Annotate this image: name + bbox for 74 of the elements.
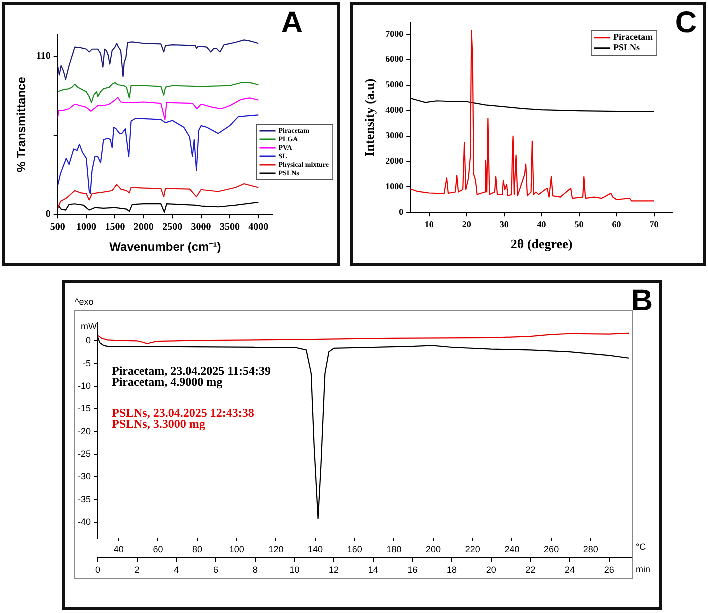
x-tick-label: 2500 — [162, 222, 183, 234]
x-tick-label: 4 — [174, 565, 180, 576]
y-tick-label: -15 — [78, 404, 92, 414]
x-tick-label: 16 — [408, 565, 418, 576]
x2-tick-label: 220 — [465, 544, 480, 554]
x-tick-label: 20 — [486, 565, 496, 576]
x2-tick-label: 280 — [583, 544, 598, 554]
chart-title: B — [631, 284, 653, 318]
x-tick-label: 40 — [537, 219, 547, 230]
y-tick-label: 0 — [86, 336, 92, 346]
x2-tick-label: 100 — [229, 544, 244, 554]
x-axis-title: Wavenumber (cm⁻¹) — [110, 240, 222, 254]
x-tick-label: 12 — [329, 565, 340, 576]
y-tick-label: 6000 — [386, 54, 404, 64]
x-tick-label: 24 — [565, 565, 576, 576]
x-tick-label: 14 — [368, 565, 378, 576]
chart-title: A — [281, 6, 303, 40]
x-axis-title: min — [636, 564, 651, 575]
chart-title: C — [675, 6, 697, 40]
y-axis-title: % Transmittance — [14, 76, 29, 172]
x-tick-label: 8 — [252, 565, 258, 576]
y-tick-label: -35 — [78, 494, 92, 504]
x-tick-label: 18 — [447, 565, 458, 576]
x-tick-label: 50 — [574, 219, 584, 230]
x-tick-label: 4000 — [248, 222, 269, 234]
y-tick-label: 5000 — [386, 80, 404, 90]
x-axis-title: 2θ (degree) — [510, 236, 573, 252]
x2-tick-label: 160 — [347, 544, 362, 554]
x-tick-label: 2000 — [134, 222, 154, 234]
text: ^exo — [75, 296, 94, 307]
x2-tick-label: 80 — [192, 544, 203, 554]
x2-tick-label: 240 — [504, 544, 520, 554]
x2-tick-label: 200 — [426, 544, 442, 554]
x2-axis-title: °C — [636, 542, 647, 552]
text: PSLNs, 23.04.2025 12:43:38 PSLNs, 3.3000 mg — [112, 406, 254, 432]
x-tick-label: 500 — [50, 222, 66, 234]
y-tick-label: 1000 — [386, 181, 404, 192]
x-tick-label: 0 — [96, 565, 101, 576]
x-tick-label: 30 — [500, 219, 510, 230]
x-tick-label: 1500 — [105, 222, 126, 234]
series-label: Piracetam, 23.04.2025 11:54:39 Piracetam, 4.9000 mg — [112, 364, 271, 390]
y-tick-label: 110 — [36, 51, 51, 62]
y-tick-label: -10 — [78, 380, 92, 391]
x-tick-label: 3000 — [191, 222, 212, 234]
x-tick-label: 3500 — [220, 222, 240, 234]
x2-tick-label: 120 — [268, 544, 284, 554]
y-axis-title: Intensity (a.u) — [362, 78, 378, 157]
y-tick-label: 7000 — [386, 28, 404, 39]
y-tick-label: -30 — [78, 472, 92, 482]
y-tick-label: 4000 — [386, 105, 404, 116]
y-tick-label: -40 — [78, 517, 92, 528]
y-tick-label: 2000 — [386, 156, 404, 166]
x2-tick-label: 40 — [114, 544, 124, 554]
x-tick-label: 26 — [604, 565, 614, 576]
y-tick-label: 0 — [399, 206, 404, 217]
x-tick-label: 10 — [424, 219, 434, 230]
x-tick-label: 2 — [134, 565, 140, 576]
x2-tick-label: 60 — [153, 544, 164, 554]
x2-tick-label: 180 — [386, 544, 402, 554]
y-axis-title: mW — [81, 321, 98, 332]
y-tick-label: -20 — [78, 426, 92, 436]
legend-label: PSLNs — [614, 42, 641, 53]
legend-label: Piracetam — [614, 32, 654, 42]
y-tick-label: -5 — [82, 358, 92, 368]
x2-tick-label: 140 — [308, 544, 324, 554]
x-tick-label: 20 — [462, 219, 472, 230]
x-tick-label: 60 — [612, 219, 622, 230]
x-tick-label: 6 — [214, 565, 219, 576]
y-tick-label: -25 — [78, 448, 92, 459]
x2-tick-label: 260 — [544, 544, 560, 554]
y-tick-label: 3000 — [386, 130, 404, 141]
x-tick-label: 10 — [290, 565, 300, 576]
x-tick-label: 22 — [526, 565, 536, 576]
x-tick-label: 70 — [650, 219, 660, 230]
